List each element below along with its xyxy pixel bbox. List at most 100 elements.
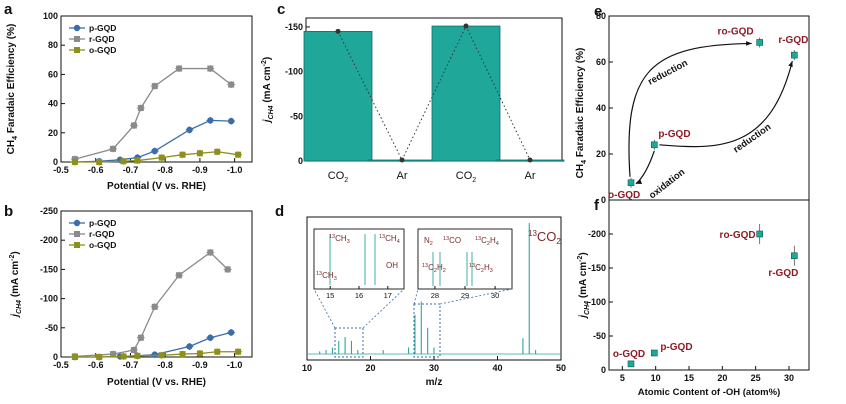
panel-a-y-tick-label: 80 — [48, 40, 58, 50]
panel-f-point-label: o-GQD — [613, 349, 645, 360]
panel-a-data-point — [71, 159, 78, 165]
panel-b-data-point — [71, 354, 78, 360]
text-part: Ar — [525, 170, 536, 182]
panel-b-data-point — [151, 351, 158, 358]
text-part: Faradaic Efficiency (%) — [6, 24, 17, 136]
text-part: CH — [385, 234, 397, 243]
panel-b-data-point — [158, 352, 165, 359]
panel-f-point-label: p-GQD — [660, 342, 692, 353]
panel-c-y-tick-label: -50 — [290, 111, 303, 121]
panel-e-data-point — [791, 51, 798, 59]
panel-b-data-point — [120, 353, 127, 360]
panel-ef: 0 20 40 60 80 0 -50 -100 -150 -200 5 10 15 20 25 30 redu… — [575, 3, 810, 398]
panel-b-legend-label: p-GQD — [89, 218, 116, 228]
text-part: 2 — [344, 177, 348, 184]
panel-d-inset-2-label: 13CO — [443, 236, 461, 245]
panel-a-x-tick-label: -0.5 — [53, 165, 69, 175]
panel-a-data-point — [227, 117, 235, 125]
panel-a-legend-label: o-GQD — [89, 45, 116, 55]
panel-e-y-tick-label: 20 — [596, 149, 606, 159]
panel-a-series-line — [74, 119, 232, 163]
panel-b-data-point — [176, 272, 183, 279]
panel-b-data-point — [196, 350, 203, 357]
panel-a-series-line — [74, 67, 232, 160]
panel-a-data-point — [186, 126, 193, 134]
text-part: CH — [6, 140, 17, 154]
panel-c-category-label: Ar — [397, 170, 408, 182]
panel-a-y-tick-label: 100 — [43, 11, 58, 21]
panel-letter-c: c — [277, 1, 285, 18]
panel-f-x-tick-label: 5 — [620, 373, 625, 383]
panel-f-x-tick-label: 30 — [784, 373, 794, 383]
text-part: 3 — [334, 276, 337, 282]
panel-a-data-point — [207, 117, 214, 124]
panel-a-data-point — [235, 151, 242, 158]
panel-d-inset-2-label: N2 — [424, 236, 433, 247]
panel-b-x-tick-label: -0.8 — [157, 360, 173, 370]
panel-f-x-tick-label: 20 — [717, 373, 727, 383]
panel-e-data-point — [627, 179, 635, 187]
panel-e-data-point — [651, 141, 658, 149]
panel-a: -0.5 -0.6 -0.7 -0.8 -0.9 -1.0 0 20 40 60 80 100 p-GQ… — [4, 1, 253, 192]
text-part: j — [578, 315, 589, 320]
panel-d-inset-1-x-tick-label: 16 — [355, 291, 363, 300]
text-part: (mA cm — [262, 66, 273, 105]
text-part: 2 — [487, 241, 490, 247]
panel-a-x-tick-label: -0.7 — [123, 165, 139, 175]
panel-c-category-label: Ar — [525, 170, 536, 182]
panel-d-inset-1-x-tick-label: 17 — [384, 291, 392, 300]
panel-b-y-tick-label: 0 — [53, 352, 58, 362]
text-part: ) — [262, 57, 273, 60]
panel-b-data-point — [235, 348, 242, 355]
panel-b-y-tick-label: -150 — [40, 264, 58, 274]
text-part: j — [10, 314, 21, 319]
text-part: 4 — [496, 241, 499, 247]
panel-e-y-axis-label: CH4 Faradaic Efficiency (%) — [575, 48, 588, 179]
text-part: (mA cm — [578, 262, 589, 301]
panel-d-inset-1-frame — [313, 228, 405, 290]
text-part: -2 — [577, 256, 584, 262]
text-part: 4 — [12, 136, 19, 140]
panel-d-zoom-line — [413, 288, 419, 305]
text-part: OH — [386, 261, 398, 270]
panel-b-data-point — [134, 352, 141, 359]
panel-b-data-point — [214, 348, 221, 355]
text-part: 4 — [581, 160, 588, 164]
panel-a-data-point — [179, 151, 186, 158]
panel-d-inset-1-label: OH — [386, 261, 398, 270]
text-part: j — [262, 119, 273, 124]
panel-b-x-tick-label: -0.6 — [88, 360, 104, 370]
panel-b: -0.5 -0.6 -0.7 -0.8 -0.9 -1.0 0 -50 -100 -150 -200… — [4, 203, 253, 388]
panel-a-y-tick-label: 20 — [48, 128, 58, 138]
panel-d-x-axis-label: m/z — [426, 377, 443, 388]
text-part: 13 — [379, 234, 385, 240]
panel-d-x-tick-label: 30 — [429, 363, 439, 373]
panel-c-bar-top-dot — [527, 157, 533, 163]
text-part: C — [481, 236, 487, 245]
panel-d-zoom-line — [439, 288, 513, 305]
panel-d-zoom-line — [362, 288, 405, 329]
panel-e-point-label: o-GQD — [608, 190, 640, 201]
panel-b-data-point — [130, 346, 137, 353]
text-part: H — [490, 236, 496, 245]
panel-a-data-point — [137, 104, 144, 111]
text-part: 13 — [443, 236, 449, 242]
panel-d-x-tick-label: 20 — [365, 363, 375, 373]
panel-e-reduction-arrow-1 — [628, 42, 752, 177]
panel-a-x-axis-label: Potential (V vs. RHE) — [107, 181, 206, 192]
text-part: N — [424, 236, 430, 245]
panel-c-bar — [303, 31, 373, 162]
panel-c-bar — [431, 25, 501, 162]
panel-a-data-point — [176, 65, 183, 72]
panel-f-x-tick-label: 25 — [751, 373, 761, 383]
panel-b-data-point — [137, 334, 144, 341]
panel-f-point-label: r-GQD — [768, 268, 798, 279]
panel-b-data-point — [227, 329, 235, 336]
panel-d-co2-label: 13CO2 — [528, 229, 561, 246]
panel-d-inset-2-label: 13C2H4 — [475, 236, 499, 247]
panel-f-x-tick-label: 15 — [684, 373, 694, 383]
text-part: 2 — [472, 177, 476, 184]
